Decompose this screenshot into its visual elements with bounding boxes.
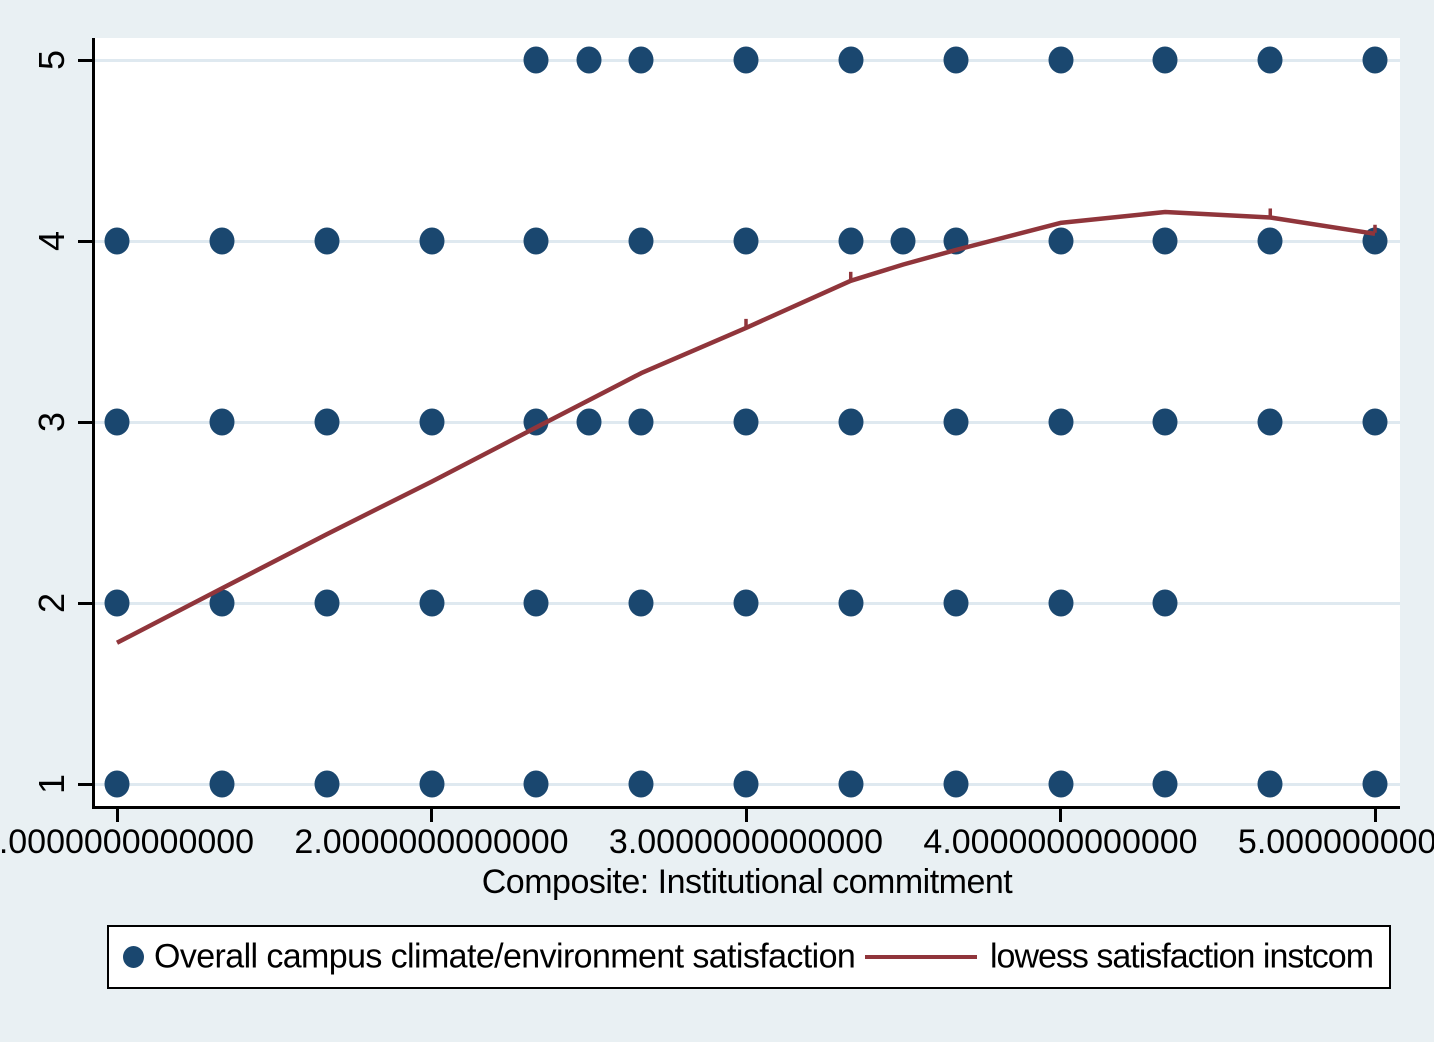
- x-tick: [115, 809, 119, 822]
- y-tick: [78, 782, 93, 786]
- scatter-dot: [1152, 227, 1178, 255]
- x-tick-label: 2.0000000000000: [294, 823, 569, 861]
- x-tick: [1373, 809, 1377, 822]
- x-axis-title: Composite: Institutional commitment: [481, 863, 1013, 901]
- legend: Overall campus climate/environment satis…: [107, 925, 1391, 989]
- scatter-dot: [1152, 589, 1178, 617]
- x-tick-label: 1.0000000000000: [0, 823, 255, 861]
- scatter-dot: [1152, 408, 1178, 436]
- x-tick-label: 5.0000000000000: [1237, 823, 1434, 861]
- scatter-dot: [943, 408, 969, 436]
- scatter-dot: [523, 770, 549, 798]
- scatter-dot: [838, 46, 864, 74]
- scatter-dot: [1048, 589, 1073, 617]
- scatter-dot: [1048, 46, 1073, 74]
- scatter-dot: [314, 227, 340, 255]
- scatter-dot: [576, 46, 602, 74]
- scatter-dot: [733, 46, 759, 74]
- scatter-dot: [1048, 770, 1073, 798]
- scatter-dot: [733, 227, 759, 255]
- scatter-dot: [733, 770, 759, 798]
- y-tick: [78, 58, 93, 62]
- scatter-dot: [1362, 770, 1388, 798]
- scatter-dot: [1048, 227, 1073, 255]
- scatter-dot: [419, 227, 444, 255]
- x-tick: [1059, 809, 1062, 822]
- scatter-dot: [1257, 46, 1283, 74]
- scatter-dot: [1257, 227, 1283, 255]
- scatter-dot: [838, 770, 864, 798]
- scatter-dot: [1362, 408, 1388, 436]
- scatter-dot: [733, 408, 759, 436]
- x-tick-label: 3.0000000000000: [608, 823, 884, 861]
- scatter-dot: [628, 46, 654, 74]
- scatter-dot: [1048, 408, 1073, 436]
- scatter-dot: [1257, 408, 1283, 436]
- scatter-dot: [419, 408, 444, 436]
- scatter-dot: [209, 227, 235, 255]
- scatter-dot: [1152, 770, 1178, 798]
- scatter-dot: [838, 408, 864, 436]
- scatter-dot: [104, 227, 130, 255]
- scatter-dot: [943, 46, 969, 74]
- scatter-dot: [104, 589, 130, 617]
- scatter-dot: [419, 770, 444, 798]
- legend-label-scatter: Overall campus climate/environment satis…: [154, 937, 856, 976]
- scatter-dot: [628, 589, 654, 617]
- legend-line-marker-icon: [865, 955, 977, 959]
- scatter-dot: [943, 589, 969, 617]
- legend-scatter-marker-icon: [123, 946, 144, 968]
- scatter-dot: [314, 770, 340, 798]
- scatter-dot: [1362, 46, 1388, 74]
- scatter-dot: [838, 227, 864, 255]
- scatter-dot: [209, 408, 235, 436]
- x-tick-label: 4.0000000000000: [923, 823, 1198, 861]
- legend-label-lowess: lowess satisfaction instcom: [990, 937, 1374, 976]
- y-tick: [78, 420, 93, 424]
- x-axis-line: [92, 806, 1400, 809]
- scatter-dot: [209, 770, 235, 798]
- scatter-dot: [314, 408, 340, 436]
- scatter-dot: [890, 227, 916, 255]
- scatter-dot: [1152, 46, 1178, 74]
- scatter-dot: [576, 408, 602, 436]
- scatter-dot: [523, 46, 549, 74]
- scatter-dot: [523, 589, 549, 617]
- scatter-dot: [733, 589, 759, 617]
- scatter-dot: [838, 589, 864, 617]
- scatter-dot: [104, 408, 130, 436]
- scatter-dot: [523, 227, 549, 255]
- y-tick: [78, 239, 93, 243]
- x-tick: [430, 809, 433, 822]
- y-tick: [78, 601, 93, 605]
- scatter-dot: [104, 770, 130, 798]
- scatter-dot: [419, 589, 444, 617]
- scatter-dot: [314, 589, 340, 617]
- scatter-dot: [628, 770, 654, 798]
- scatter-dot: [1257, 770, 1283, 798]
- scatter-dot: [628, 227, 654, 255]
- scatter-dot: [628, 408, 654, 436]
- scatter-dot: [943, 770, 969, 798]
- lowess-polyline: [115, 209, 1376, 645]
- y-axis-line: [92, 38, 95, 809]
- x-tick: [744, 809, 748, 822]
